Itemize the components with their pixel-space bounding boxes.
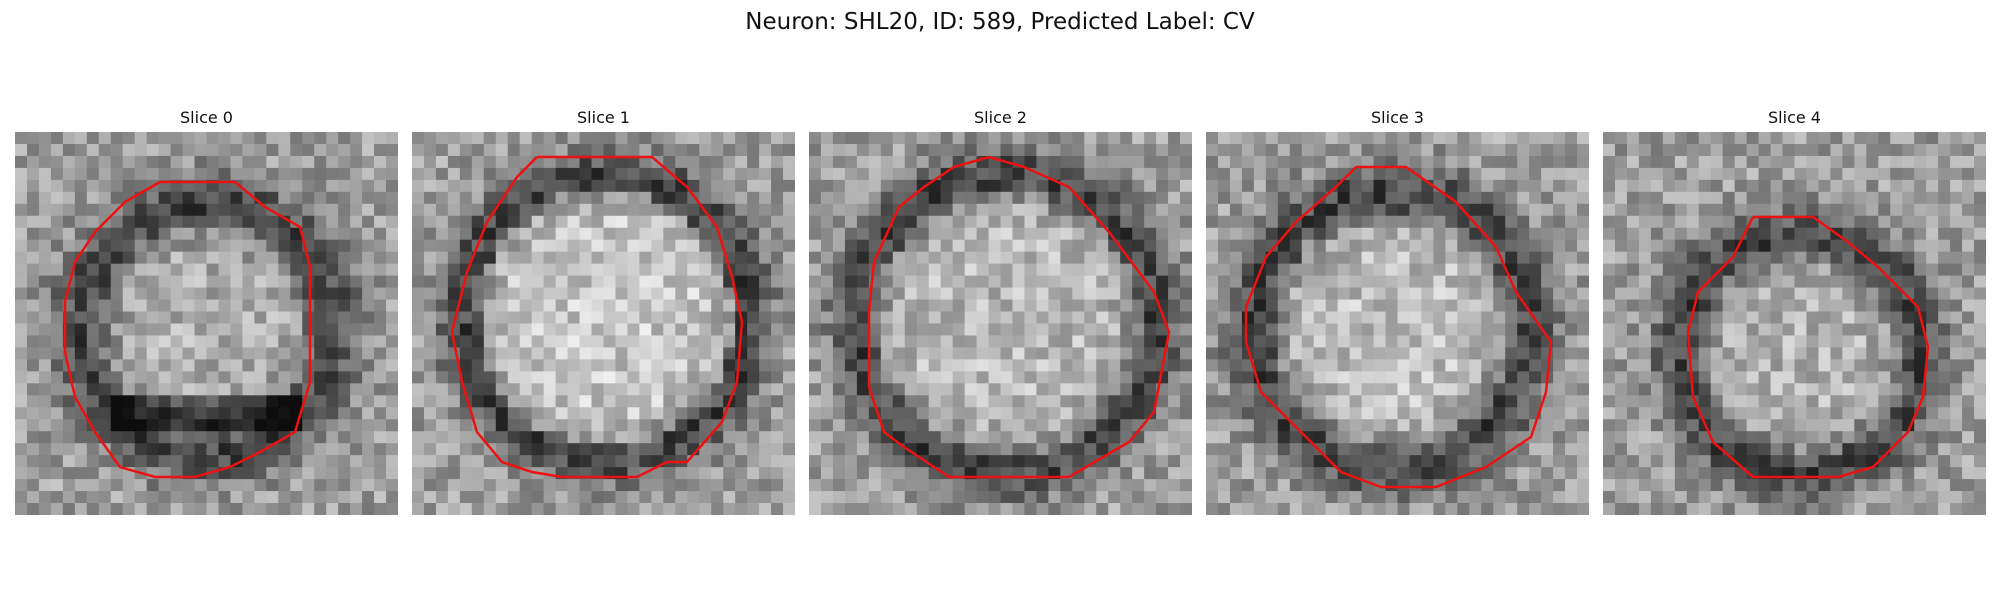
slice-contour xyxy=(1686,215,1930,479)
slice-panel-4: Slice 4 xyxy=(1603,108,1986,515)
slice-panel-2: Slice 2 xyxy=(809,108,1192,515)
slice-panel-0: Slice 0 xyxy=(15,108,398,515)
slice-title-1: Slice 1 xyxy=(577,108,630,127)
slice-contour xyxy=(450,155,744,479)
slice-image-4 xyxy=(1603,132,1986,515)
slice-contour xyxy=(867,155,1171,479)
slice-panel-3: Slice 3 xyxy=(1206,108,1589,515)
slice-image-0 xyxy=(15,132,398,515)
slice-title-2: Slice 2 xyxy=(974,108,1027,127)
slice-contour xyxy=(63,180,312,479)
slice-title-0: Slice 0 xyxy=(180,108,233,127)
slice-image-pixels xyxy=(15,132,398,515)
slice-image-pixels xyxy=(412,132,795,515)
slice-title-3: Slice 3 xyxy=(1371,108,1424,127)
slice-image-2 xyxy=(809,132,1192,515)
slice-image-pixels xyxy=(1206,132,1589,515)
slice-image-pixels xyxy=(1603,132,1986,515)
slice-image-3 xyxy=(1206,132,1589,515)
slice-image-1 xyxy=(412,132,795,515)
slice-title-4: Slice 4 xyxy=(1768,108,1821,127)
figure-title: Neuron: SHL20, ID: 589, Predicted Label:… xyxy=(745,9,1255,35)
slice-contour xyxy=(1244,165,1553,489)
slice-panel-1: Slice 1 xyxy=(412,108,795,515)
slice-image-pixels xyxy=(809,132,1192,515)
